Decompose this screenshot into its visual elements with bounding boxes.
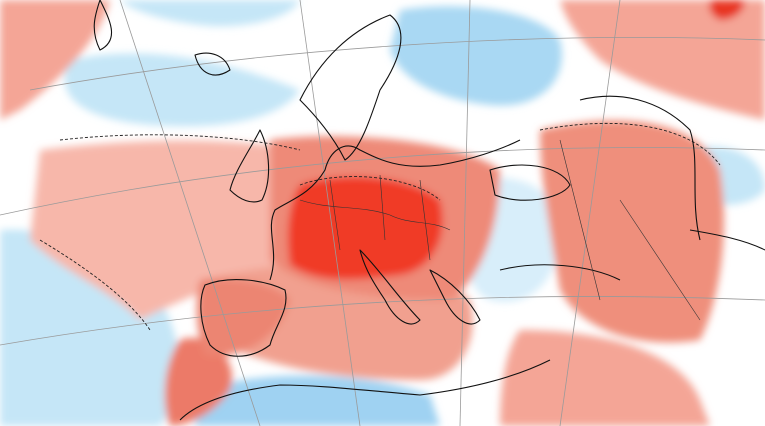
warm-anomaly-iberia (196, 278, 290, 356)
contour-line (299, 176, 441, 201)
coastline-greece (429, 269, 481, 325)
cold-anomaly-northeast (390, 6, 562, 106)
coastline-italy (359, 249, 421, 325)
warm-anomaly-arabia (500, 330, 710, 426)
contour-line (59, 134, 301, 151)
latitude-line (0, 147, 765, 216)
coastline-turkey (499, 264, 621, 281)
country-border (299, 199, 451, 231)
country-border (559, 139, 601, 301)
warm-anomaly-arctic (560, 0, 765, 120)
coastline-persian-gulf (689, 229, 765, 251)
coastline-iberia (200, 279, 287, 357)
coastline-north-africa (179, 359, 551, 421)
coastlines (93, 0, 765, 421)
country-border (379, 174, 386, 241)
coastline-western-europe (269, 139, 521, 281)
latitude-line (0, 296, 765, 346)
country-border (419, 179, 431, 261)
coastline-greenland (93, 0, 113, 51)
longitude-line (559, 0, 621, 426)
latitude-line (29, 37, 765, 91)
longitude-line (459, 0, 471, 426)
borders (299, 139, 701, 321)
coastline-iceland (194, 52, 231, 76)
cold-anomaly-north (120, 0, 300, 27)
coastline-caspian (579, 95, 701, 241)
contours (39, 122, 721, 331)
longitude-line (299, 0, 361, 426)
coastline-britain (229, 129, 270, 203)
country-border (329, 179, 341, 251)
strong-warm-anomaly-north (709, 0, 745, 20)
cold-anomaly-atlantic (64, 53, 301, 127)
strong-warm-anomaly-core (288, 176, 443, 280)
warm-anomaly-greenland (0, 0, 110, 120)
warm-anomaly-morocco (164, 338, 232, 426)
coastline-black-sea (489, 164, 571, 201)
longitude-line (119, 0, 261, 426)
country-border (619, 199, 701, 321)
coastline-scandinavia (299, 14, 402, 161)
contour-line (39, 239, 151, 331)
